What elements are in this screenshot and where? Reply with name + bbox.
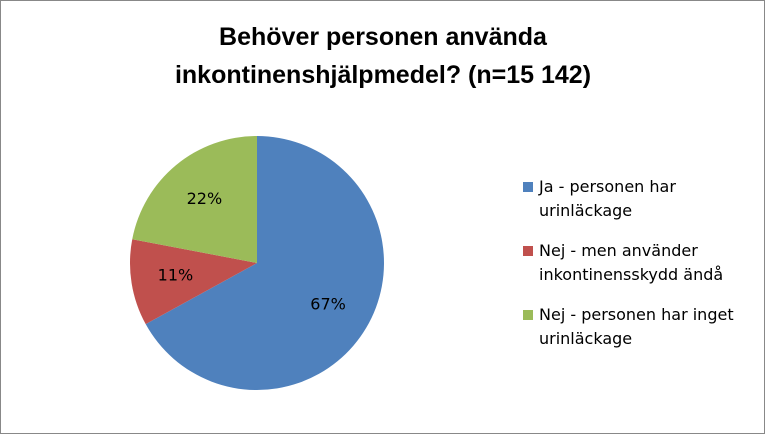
chart-title: Behöver personen använda <box>219 23 548 51</box>
legend: Ja - personen har urinläckage Nej - men a… <box>523 175 763 367</box>
legend-label: Nej - personen har inget urinläckage <box>539 305 734 348</box>
data-label: 22% <box>187 189 223 208</box>
pie-slice <box>130 239 257 325</box>
legend-item: Nej - men använder inkontinensskydd ändå <box>523 239 763 287</box>
chart-title: inkontinenshjälpmedel? (n=15 142) <box>175 61 591 89</box>
pie-slice <box>132 136 257 263</box>
legend-swatch <box>523 246 533 256</box>
legend-swatch <box>523 310 533 320</box>
pie-slice <box>145 136 384 390</box>
legend-swatch <box>523 182 533 192</box>
data-label: 67% <box>310 295 346 314</box>
legend-label: Ja - personen har urinläckage <box>539 177 676 220</box>
legend-label: Nej - men använder inkontinensskydd ändå <box>539 241 724 284</box>
legend-item: Nej - personen har inget urinläckage <box>523 303 763 351</box>
legend-item: Ja - personen har urinläckage <box>523 175 763 223</box>
data-label: 11% <box>158 265 194 284</box>
